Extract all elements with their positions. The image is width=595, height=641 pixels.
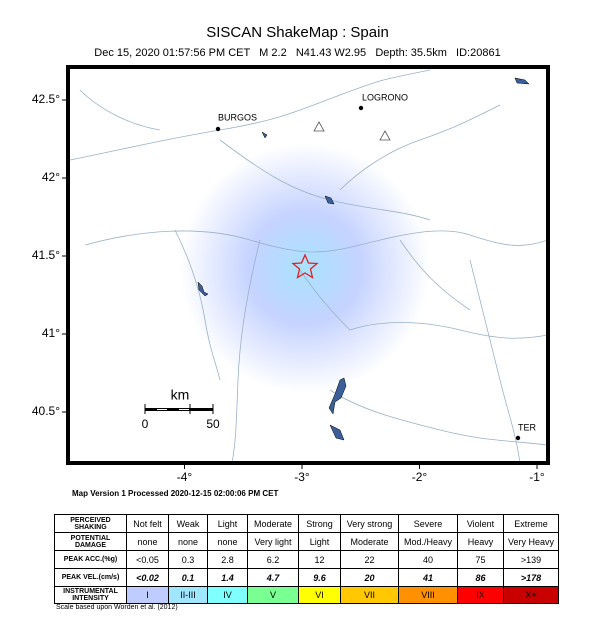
row-header: POTENTIAL DAMAGE bbox=[54, 532, 127, 551]
table-cell: <0.02 bbox=[126, 568, 169, 587]
table-cell: none bbox=[207, 532, 248, 551]
map-frame bbox=[66, 65, 550, 465]
map: -4° -3° -2° -1° 42.5° 42° 41.5° 41° 40.5° BURGOS L… bbox=[32, 65, 550, 484]
table-cell: Mod./Heavy bbox=[398, 532, 458, 551]
lakes bbox=[197, 77, 530, 441]
table-cell: Not felt bbox=[126, 514, 169, 533]
table-cell: 86 bbox=[457, 568, 504, 587]
table-cell: Violent bbox=[457, 514, 504, 533]
table-cell: 4.7 bbox=[247, 568, 299, 587]
lon-tick-label: -1° bbox=[529, 470, 545, 484]
table-cell: Extreme bbox=[503, 514, 559, 533]
table-cell: VI bbox=[298, 586, 341, 604]
table-cell: 12 bbox=[298, 550, 341, 569]
table-cell: Heavy bbox=[457, 532, 504, 551]
table-cell: 2.8 bbox=[207, 550, 248, 569]
footnote: Scale based upon Worden et al. (2012) bbox=[56, 604, 178, 611]
city-label: BURGOS bbox=[218, 112, 257, 122]
lat-tick-label: 42.5° bbox=[32, 92, 60, 106]
table-cell: <0.05 bbox=[126, 550, 169, 569]
table-cell: VIII bbox=[398, 586, 458, 604]
table-cell: Very light bbox=[247, 532, 299, 551]
table-cell: Light bbox=[298, 532, 341, 551]
table-cell: Weak bbox=[168, 514, 208, 533]
row-header: PERCEIVED SHAKING bbox=[54, 514, 127, 533]
table-cell: I bbox=[126, 586, 169, 604]
lon-tick-label: -4° bbox=[177, 470, 193, 484]
lat-tick-label: 41° bbox=[42, 326, 60, 340]
table-cell: Moderate bbox=[247, 514, 299, 533]
processed-note: Map Version 1 Processed 2020-12-15 02:00… bbox=[72, 489, 279, 498]
lon-tick-label: -2° bbox=[412, 470, 428, 484]
lat-tick-label: 41.5° bbox=[32, 248, 60, 262]
table-cell: IV bbox=[207, 586, 248, 604]
city-dot bbox=[215, 126, 221, 132]
table-cell: VII bbox=[340, 586, 399, 604]
table-row: POTENTIAL DAMAGE none none none Very light Li… bbox=[54, 532, 559, 551]
table-row: PERCEIVED SHAKING Not felt Weak Light Modera… bbox=[54, 514, 559, 533]
table-cell: Very strong bbox=[340, 514, 399, 533]
scale-unit: km bbox=[171, 387, 190, 403]
city-label: TER bbox=[518, 422, 537, 432]
table-cell: 0.1 bbox=[168, 568, 208, 587]
table-cell: 40 bbox=[398, 550, 458, 569]
epicenter bbox=[291, 253, 319, 279]
intensity-field bbox=[180, 143, 430, 393]
table-cell: 1.4 bbox=[207, 568, 248, 587]
subtitle: Dec 15, 2020 01:57:56 PM CET M 2.2 N41.4… bbox=[94, 47, 501, 59]
table-cell: 75 bbox=[457, 550, 504, 569]
table-cell: V bbox=[247, 586, 299, 604]
table-cell: 22 bbox=[340, 550, 399, 569]
table-cell: II-III bbox=[168, 586, 208, 604]
table-row: INSTRUMENTAL INTENSITY I II-III IV V VI VII VII… bbox=[54, 586, 559, 604]
row-header: PEAK VEL.(cm/s) bbox=[54, 568, 127, 587]
map-body bbox=[69, 69, 548, 463]
table-row: PEAK ACC.(%g) <0.05 0.3 2.8 6.2 12 22 40 75 >139 bbox=[54, 550, 559, 569]
title: SISCAN ShakeMap : Spain bbox=[206, 24, 389, 41]
table-cell: 0.3 bbox=[168, 550, 208, 569]
table-cell: Strong bbox=[298, 514, 341, 533]
lat-tick-label: 42° bbox=[42, 170, 60, 184]
lon-tick-label: -3° bbox=[294, 470, 310, 484]
city-label: LOGRONO bbox=[362, 92, 408, 102]
scale-bar bbox=[144, 404, 214, 414]
lat-tick-label: 40.5° bbox=[32, 404, 60, 418]
table-cell: Severe bbox=[398, 514, 458, 533]
table-cell: Moderate bbox=[340, 532, 399, 551]
table-cell: Very Heavy bbox=[503, 532, 559, 551]
row-header: INSTRUMENTAL INTENSITY bbox=[54, 586, 127, 604]
city-dot bbox=[358, 105, 364, 111]
scale-label: 0 bbox=[142, 417, 149, 431]
table-cell: 20 bbox=[340, 568, 399, 587]
table-cell: Light bbox=[207, 514, 248, 533]
table-cell: 9.6 bbox=[298, 568, 341, 587]
table-cell: X+ bbox=[503, 586, 559, 604]
table-cell: IX bbox=[457, 586, 504, 604]
table-cell: 41 bbox=[398, 568, 458, 587]
table-cell: none bbox=[126, 532, 169, 551]
row-header: PEAK ACC.(%g) bbox=[54, 550, 127, 569]
city-dot bbox=[515, 435, 521, 441]
table-cell: none bbox=[168, 532, 208, 551]
table-cell: >178 bbox=[503, 568, 559, 587]
table-cell: 6.2 bbox=[247, 550, 299, 569]
table-cell: >139 bbox=[503, 550, 559, 569]
rivers bbox=[69, 69, 548, 463]
table-row: PEAK VEL.(cm/s) <0.02 0.1 1.4 4.7 9.6 20 41 86 >1… bbox=[54, 568, 559, 587]
intensity-table: PERCEIVED SHAKING Not felt Weak Light Modera… bbox=[54, 514, 559, 604]
scale-label: 50 bbox=[206, 417, 220, 431]
